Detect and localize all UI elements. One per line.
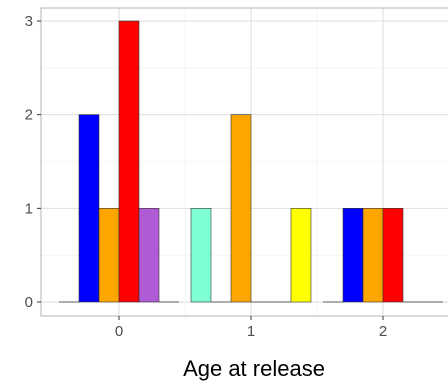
bar xyxy=(382,208,404,303)
x-axis-title: Age at release xyxy=(183,356,325,381)
panel-border xyxy=(40,7,448,317)
bar xyxy=(230,114,252,303)
bar xyxy=(78,114,100,303)
y-tick-label: 0 xyxy=(25,294,33,311)
bar xyxy=(290,208,312,303)
bar xyxy=(98,208,120,303)
x-tick-label: 0 xyxy=(115,323,123,340)
y-tick-label: 3 xyxy=(25,13,33,30)
x-tick-label: 2 xyxy=(379,323,387,340)
x-tick-label: 1 xyxy=(247,323,255,340)
axes: 0 1 2 3 0 1 2 xyxy=(25,7,448,340)
y-tick-label: 1 xyxy=(25,200,33,217)
bar xyxy=(138,208,160,303)
bar xyxy=(342,208,364,303)
y-tick-label: 2 xyxy=(25,107,33,124)
bars xyxy=(59,20,443,303)
bar xyxy=(190,208,212,303)
bar xyxy=(118,20,140,303)
bar xyxy=(362,208,384,303)
